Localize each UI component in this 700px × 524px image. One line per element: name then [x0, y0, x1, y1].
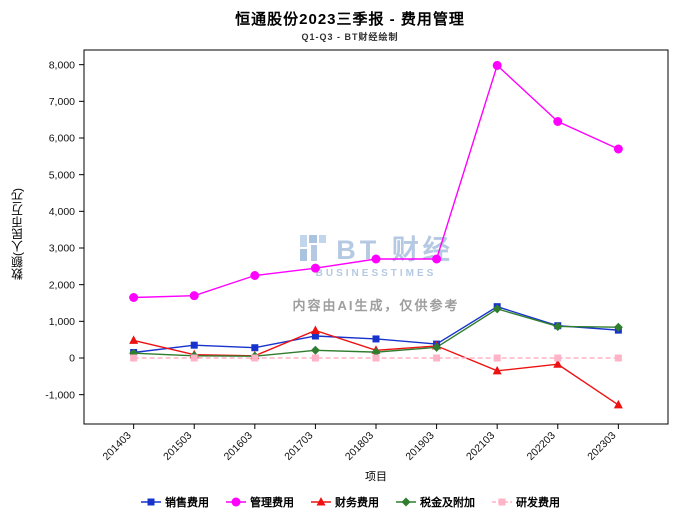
legend-item: 财务费用	[310, 494, 379, 510]
legend-label: 研发费用	[516, 497, 560, 509]
svg-text:201503: 201503	[161, 430, 194, 462]
svg-text:202203: 202203	[525, 430, 558, 462]
svg-text:8,000: 8,000	[49, 59, 75, 71]
svg-text:2,000: 2,000	[49, 279, 75, 291]
svg-text:4,000: 4,000	[49, 206, 75, 218]
svg-text:3,000: 3,000	[49, 243, 75, 255]
x-axis-label: 项目	[365, 471, 387, 483]
svg-text:201703: 201703	[282, 430, 315, 462]
chart-title: 恒通股份2023三季报 - 费用管理	[235, 11, 465, 28]
legend-marker-icon	[492, 498, 512, 506]
svg-text:201903: 201903	[403, 430, 436, 462]
svg-text:6,000: 6,000	[49, 133, 75, 145]
legend-item: 管理费用	[225, 494, 294, 510]
legend-item: 税金及附加	[395, 494, 475, 510]
svg-text:201803: 201803	[343, 430, 376, 462]
legend-item: 销售费用	[140, 494, 209, 510]
legend-label: 税金及附加	[420, 497, 475, 509]
svg-text:1,000: 1,000	[49, 316, 75, 328]
plot-area: -1,000 0 1,000 2,000 3,000 4,000 5,000 6,000 7,0…	[45, 49, 669, 462]
legend-label: 财务费用	[335, 497, 379, 509]
legend: 销售费用 管理费用 财务费用 税金及附加 研发费用	[0, 494, 700, 510]
chart-subtitle: Q1-Q3 - BT财经绘制	[301, 32, 399, 42]
legend-marker-icon	[226, 497, 246, 507]
legend-label: 管理费用	[250, 497, 294, 509]
svg-text:7,000: 7,000	[49, 96, 75, 108]
legend-marker-icon	[141, 498, 161, 506]
svg-text:202103: 202103	[464, 430, 497, 462]
svg-text:201603: 201603	[222, 430, 255, 462]
svg-text:0: 0	[69, 353, 75, 365]
legend-marker-icon	[396, 497, 416, 507]
legend-marker-icon	[311, 497, 331, 506]
svg-text:201403: 201403	[100, 430, 133, 462]
svg-text:202303: 202303	[585, 430, 618, 462]
legend-item: 研发费用	[491, 494, 560, 510]
svg-text:-1,000: -1,000	[45, 389, 75, 401]
svg-text:5,000: 5,000	[49, 169, 75, 181]
legend-label: 销售费用	[165, 497, 209, 509]
